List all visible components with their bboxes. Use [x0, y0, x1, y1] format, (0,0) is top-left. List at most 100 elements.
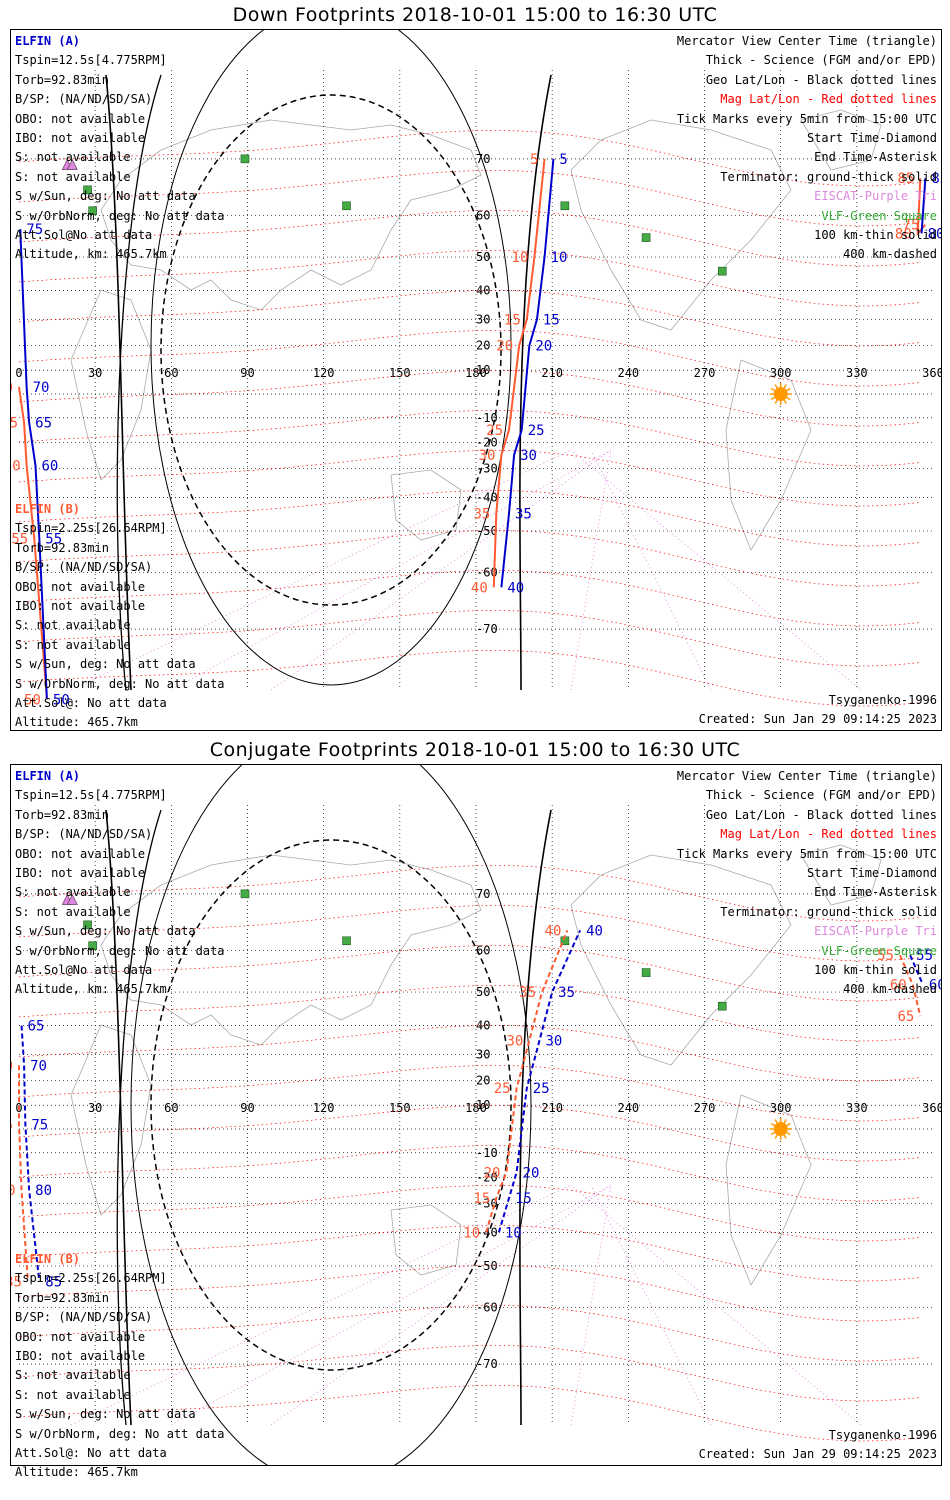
lon-tick-label: 330: [846, 366, 868, 380]
info-line: Tspin=2.25s[26.64RPM]: [15, 1271, 167, 1286]
mag-latitude-line: [18, 1265, 920, 1322]
info-line: S: not available: [15, 169, 131, 184]
elfin-a-info: ELFIN (A) Tspin=12.5s[4.775RPM] Torb=92.…: [15, 32, 225, 265]
terminator-line: [519, 809, 552, 1426]
terminator-line: [105, 74, 132, 691]
elfin-b-time-tick: 30: [506, 1034, 523, 1050]
vlf-station-marker: [83, 920, 92, 930]
legend-item: Geo Lat/Lon - Black dotted lines: [705, 72, 937, 87]
elfin-b-track: [18, 1065, 29, 1282]
map-legend: Mercator View Center Time (triangle) Thi…: [677, 32, 937, 265]
elfin-a-time-tick: 20: [523, 1165, 540, 1181]
elfin-b-time-tick: 25: [486, 423, 503, 439]
legend-item: Tick Marks every 5min from 15:00 UTC: [676, 111, 937, 126]
info-line: S w/OrbNorm, deg: No att data: [15, 943, 225, 958]
sun-ray: [774, 384, 778, 389]
sun-ray: [786, 387, 791, 392]
elfin-a-track: [20, 1025, 41, 1282]
elfin-a-track: [497, 929, 582, 1233]
terminator-line: [105, 809, 132, 1426]
sun-ray: [770, 1122, 775, 1127]
info-line: Altitude: 465.7km: [15, 1465, 138, 1480]
lat-tick-label: -70: [476, 622, 498, 636]
range-400km-ellipse: [160, 94, 502, 606]
lon-tick-label: 0: [15, 366, 22, 380]
mag-longitude-line: [170, 449, 612, 691]
eiscat-marker: [66, 893, 78, 905]
elfin-b-time-tick: 40: [545, 923, 562, 939]
lat-tick-label: 20: [476, 339, 490, 353]
mag-longitude-line: [70, 1184, 572, 1426]
lat-tick-label: -40: [476, 490, 498, 504]
mag-longitude-line: [570, 1184, 862, 1426]
elfin-b-time-tick: 35: [519, 985, 536, 1001]
info-line: Tspin=12.5s[4.775RPM]: [15, 53, 167, 68]
coastline: [70, 1024, 152, 1216]
info-line: Att.Sol@No att data: [15, 227, 153, 242]
legend-item: 100 km-thin solid: [814, 227, 937, 242]
info-line: S: not available: [15, 637, 131, 652]
mag-latitude-line: [18, 1065, 920, 1122]
elfin-b-label: ELFIN (B): [15, 1252, 81, 1266]
sun-ray: [783, 399, 787, 404]
created-timestamp: Created: Sun Jan 29 09:14:25 2023: [698, 1447, 937, 1461]
elfin-b-time-tick: 20: [496, 339, 513, 355]
coastline: [800, 844, 882, 906]
lon-tick-label: 90: [240, 366, 254, 380]
legend-item: VLF-Green Square: [821, 943, 937, 958]
elfin-a-label: ELFIN (A): [15, 769, 81, 783]
elfin-b-label: ELFIN (B): [15, 502, 81, 516]
vlf-station-marker: [560, 201, 570, 211]
lat-tick-label: -50: [476, 1259, 498, 1273]
info-line: Att.Sol@: No att data: [15, 1445, 167, 1460]
elfin-a-time-tick: 75: [26, 222, 43, 238]
info-line: IBO: not available: [15, 865, 146, 880]
sun-ray: [774, 1119, 778, 1124]
lat-tick-label: 40: [476, 1019, 490, 1033]
lon-tick-label: 150: [389, 366, 411, 380]
elfin-b-time-tick: 15: [504, 313, 521, 329]
elfin-a-time-tick: 25: [533, 1081, 550, 1097]
elfin-a-time-tick: 85: [45, 1274, 62, 1290]
elfin-a-time-tick: 60: [929, 978, 941, 994]
elfin-b-time-tick: 75: [11, 1117, 13, 1133]
info-line: IBO: not available: [15, 130, 146, 145]
info-line: S w/Sun, deg: No att data: [15, 657, 196, 672]
vlf-station-marker: [641, 233, 651, 242]
vlf-station-marker: [717, 266, 727, 276]
panel-title-down: Down Footprints 2018-10-01 15:00 to 16:3…: [232, 4, 718, 26]
info-line: S w/Sun, deg: No att data: [15, 189, 196, 204]
elfin-b-time-tick: 35: [473, 506, 490, 522]
info-line: Att.Sol@No att data: [15, 962, 153, 977]
elfin-b-time-tick: 55: [877, 948, 894, 964]
elfin-a-time-tick: 30: [520, 448, 537, 464]
vlf-station-marker: [240, 889, 250, 899]
mag-latitude-line: [18, 610, 920, 667]
elfin-a-time-tick: 80: [35, 1183, 52, 1199]
elfin-b-track: [899, 954, 922, 1017]
info-line: OBO: not available: [15, 579, 146, 594]
lat-tick-label: -60: [476, 565, 498, 579]
info-line: Torb=92.83min: [15, 807, 109, 822]
elfin-a-time-tick: 50: [53, 692, 70, 708]
info-line: Tspin=12.5s[4.775RPM]: [15, 788, 167, 803]
legend-item: Tick Marks every 5min from 15:00 UTC: [676, 846, 937, 861]
mag-latitude-line: [18, 130, 920, 187]
elfin-b-time-tick: 85: [897, 171, 914, 187]
legend-item: Mag Lat/Lon - Red dotted lines: [720, 92, 937, 107]
info-line: S w/Sun, deg: No att data: [15, 924, 196, 939]
mag-latitude-line: [18, 905, 920, 962]
info-line: S w/OrbNorm, deg: No att data: [15, 1426, 225, 1441]
info-line: S: not available: [15, 1387, 131, 1402]
lat-tick-label: 50: [476, 985, 490, 999]
mag-latitude-line: [18, 1105, 920, 1162]
elfin-a-time-tick: 75: [31, 1117, 48, 1133]
info-line: Altitude, km: 465.7km: [15, 982, 167, 997]
elfin-a-time-tick: 25: [528, 423, 545, 439]
lon-tick-label: 150: [389, 1101, 411, 1115]
sun-icon: [773, 387, 788, 401]
legend-item: End Time-Asterisk: [814, 885, 937, 900]
lat-tick-label: 40: [476, 284, 490, 298]
mag-latitude-line: [18, 530, 920, 587]
info-line: Torb=92.83min: [15, 72, 109, 87]
